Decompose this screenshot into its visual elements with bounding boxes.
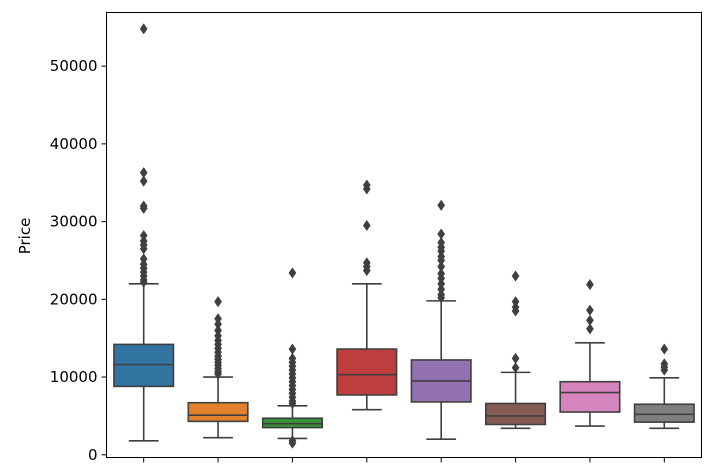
outlier-point xyxy=(288,397,297,410)
outlier-point xyxy=(139,276,148,288)
box-group xyxy=(261,267,323,449)
outlier-point xyxy=(139,175,148,187)
box-group xyxy=(410,199,472,441)
box-group xyxy=(336,179,398,411)
outlier-point xyxy=(139,23,148,35)
y-axis: 0 10000 20000 30000 40000 50000 xyxy=(50,57,107,464)
outlier-point xyxy=(288,437,297,449)
outlier-point xyxy=(214,368,222,380)
box-iqr xyxy=(559,380,621,413)
box-iqr xyxy=(336,348,398,396)
outlier-point xyxy=(288,343,297,355)
axes-frame xyxy=(106,12,702,458)
outlier-point xyxy=(214,296,222,308)
y-tick-label: 20000 xyxy=(50,290,98,308)
outlier-point xyxy=(586,278,594,291)
y-tick-label: 50000 xyxy=(50,57,98,75)
box-group xyxy=(113,23,175,442)
outlier-point xyxy=(511,270,520,282)
boxes-layer xyxy=(113,23,695,449)
outlier-point xyxy=(511,362,520,374)
y-tick-label: 10000 xyxy=(50,368,98,386)
outlier-point xyxy=(362,219,371,232)
outlier-point xyxy=(362,183,371,195)
outlier-point xyxy=(660,343,669,355)
box-group xyxy=(187,296,249,439)
outlier-point xyxy=(511,305,520,317)
box-iqr xyxy=(633,403,695,423)
y-tick-label: 40000 xyxy=(50,135,98,153)
x-axis xyxy=(143,457,665,463)
box-group xyxy=(485,270,547,430)
outlier-point xyxy=(586,304,594,316)
box-iqr xyxy=(187,401,249,423)
outlier-point xyxy=(362,264,371,277)
outlier-point xyxy=(437,199,446,211)
outlier-point xyxy=(586,323,594,335)
outlier-point xyxy=(288,267,297,279)
outlier-point xyxy=(660,364,669,376)
outlier-point xyxy=(511,352,520,365)
y-axis-label: Price xyxy=(16,218,34,255)
y-tick-label: 0 xyxy=(88,446,98,464)
outlier-point xyxy=(437,292,446,304)
box-iqr xyxy=(485,402,547,426)
box-group xyxy=(633,343,695,430)
y-tick-label: 30000 xyxy=(50,213,98,231)
outlier-point xyxy=(139,202,148,215)
box-group xyxy=(559,278,621,427)
